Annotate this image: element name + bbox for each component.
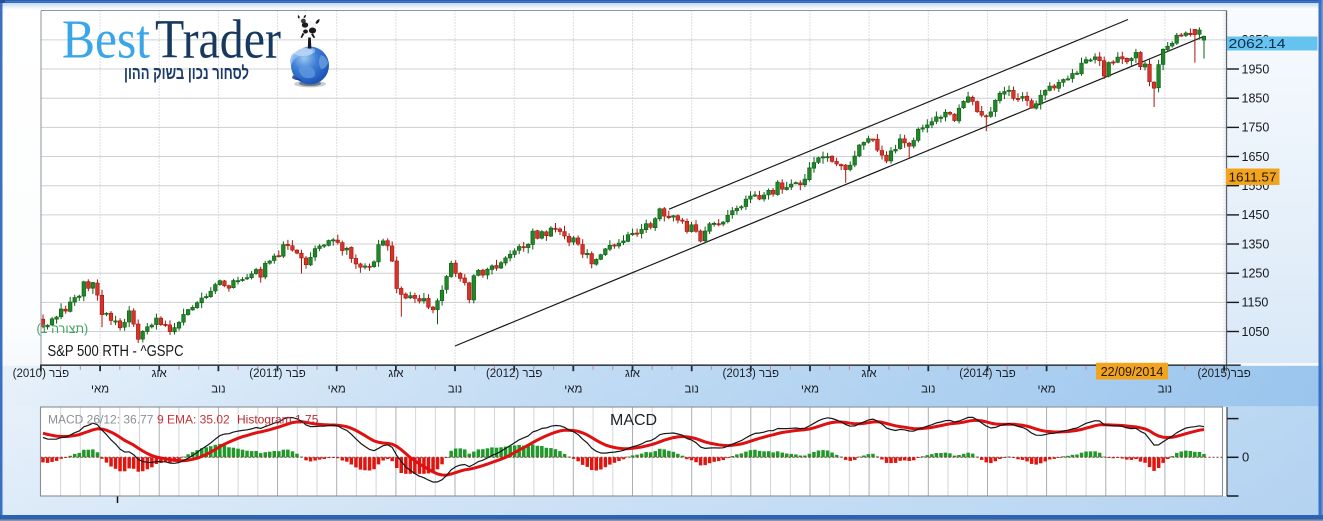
svg-text:מאי: מאי <box>564 384 582 396</box>
svg-text:מאי: מאי <box>801 384 819 396</box>
svg-text:1250: 1250 <box>1242 267 1270 281</box>
svg-text:מאי: מאי <box>1038 384 1056 396</box>
svg-text:(2010) פבר: (2010) פבר <box>13 368 69 380</box>
svg-text:(2014) פבר: (2014) פבר <box>959 368 1015 380</box>
svg-text:(2013) פבר: (2013) פבר <box>723 368 779 380</box>
svg-text:Best: Best <box>62 9 150 70</box>
svg-text:אוג: אוג <box>152 368 168 380</box>
svg-text:1850: 1850 <box>1242 92 1270 106</box>
svg-text:1650: 1650 <box>1242 150 1270 164</box>
svg-text:Trader: Trader <box>155 9 281 70</box>
svg-text:מאי: מאי <box>328 384 346 396</box>
svg-text:1611.57: 1611.57 <box>1229 170 1277 185</box>
svg-text:1350: 1350 <box>1242 237 1270 251</box>
svg-text:נוב: נוב <box>448 384 462 396</box>
svg-text:1450: 1450 <box>1242 208 1270 222</box>
svg-text:1150: 1150 <box>1242 296 1269 310</box>
svg-text:Histogram:1.75: Histogram:1.75 <box>237 413 319 427</box>
svg-text:נוב: נוב <box>921 384 935 396</box>
svg-text:9 EMA: 35.02: 9 EMA: 35.02 <box>157 413 230 427</box>
svg-text:1750: 1750 <box>1242 121 1270 135</box>
svg-text:2062.14: 2062.14 <box>1229 37 1286 51</box>
svg-text:מאי: מאי <box>91 384 109 396</box>
svg-text:S&P 500 RTH - ^GSPC: S&P 500 RTH - ^GSPC <box>48 343 184 360</box>
svg-text:לסחור נכון בשוק ההון: לסחור נכון בשוק ההון <box>124 62 249 83</box>
svg-text:נוב: נוב <box>211 384 225 396</box>
svg-text:(2012) פבר: (2012) פבר <box>486 368 542 380</box>
svg-text:אוג: אוג <box>862 368 878 380</box>
svg-text:1050: 1050 <box>1242 325 1270 339</box>
svg-text:אוג: אוג <box>625 368 641 380</box>
svg-text:0: 0 <box>1242 450 1249 465</box>
svg-text:נוב: נוב <box>685 384 699 396</box>
svg-text:אוג: אוג <box>388 368 404 380</box>
svg-text:(1 תצורה): (1 תצורה) <box>37 322 89 336</box>
svg-text:נוב: נוב <box>1158 384 1172 396</box>
svg-text:1950: 1950 <box>1242 62 1270 76</box>
svg-text:(2011) פבר: (2011) פבר <box>249 368 305 380</box>
svg-text:MACD: MACD <box>610 412 657 429</box>
svg-text:(2015)פבר: (2015)פבר <box>1197 368 1250 380</box>
svg-text:MACD 26/12: 36.77: MACD 26/12: 36.77 <box>48 413 154 427</box>
svg-text:22/09/2014: 22/09/2014 <box>1101 365 1164 379</box>
